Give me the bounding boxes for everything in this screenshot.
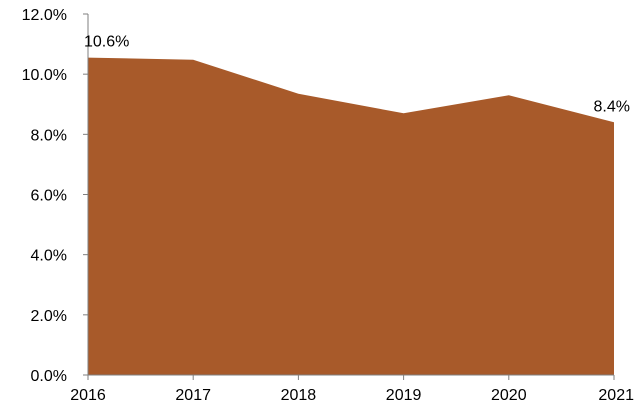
y-tick-label: 6.0%: [31, 188, 67, 205]
x-tick-label: 2021: [598, 387, 634, 404]
y-tick-label: 0.0%: [31, 368, 67, 385]
y-tick-label: 10.0%: [22, 67, 67, 84]
y-tick-label: 12.0%: [22, 7, 67, 24]
x-tick-label: 2017: [175, 387, 211, 404]
data-label: 8.4%: [594, 98, 630, 115]
x-tick-label: 2020: [491, 387, 527, 404]
y-tick-label: 4.0%: [31, 248, 67, 265]
area-series: [88, 57, 614, 375]
data-label: 10.6%: [84, 34, 129, 51]
y-axis: 0.0% 2.0% 4.0% 6.0% 8.0% 10.0% 12.0%: [22, 7, 89, 385]
plot-area: [88, 57, 614, 375]
y-tick-label: 2.0%: [31, 308, 67, 325]
x-tick-label: 2016: [70, 387, 106, 404]
y-tick-label: 8.0%: [31, 127, 67, 144]
data-labels: 10.6% 8.4%: [84, 34, 630, 116]
x-tick-label: 2019: [386, 387, 422, 404]
x-tick-label: 2018: [281, 387, 317, 404]
x-axis: 2016 2017 2018 2019 2020 2021: [70, 374, 634, 404]
